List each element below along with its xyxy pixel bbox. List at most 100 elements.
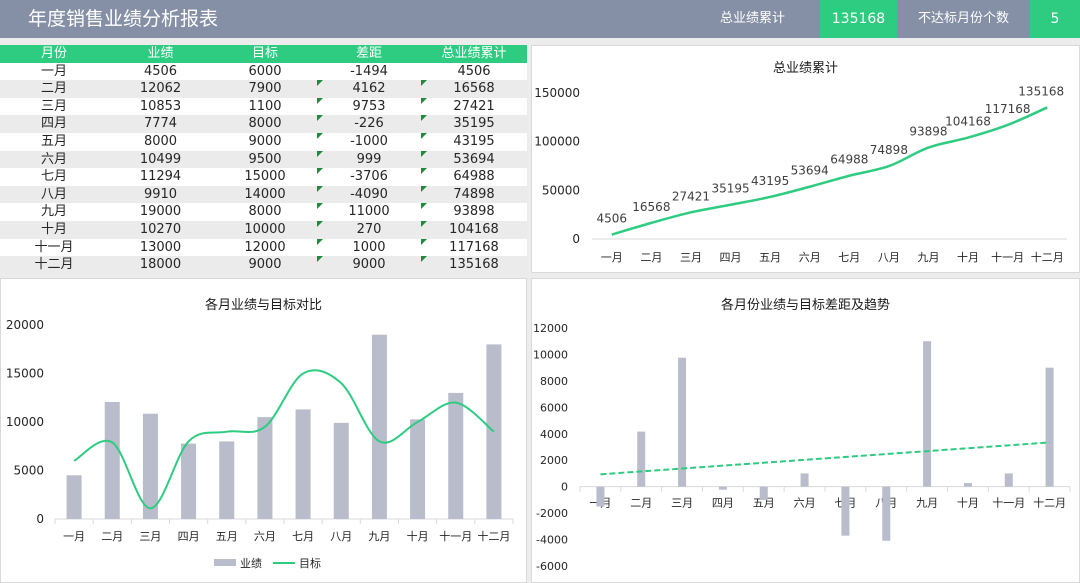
legend-label-target: 目标 — [299, 556, 321, 570]
cell-text: 1000 — [352, 239, 386, 255]
cell-target[interactable]: 10000 — [244, 221, 286, 237]
table-row: 五月 8000 9000 -1000 43195 — [0, 132, 527, 151]
cell-gap[interactable]: 4162 — [317, 80, 421, 98]
cell-cumulative[interactable]: 16568 — [421, 80, 527, 98]
cell-month[interactable]: 五月 — [40, 133, 67, 149]
cell-target[interactable]: 8000 — [248, 204, 282, 220]
cell-gap[interactable]: 999 — [317, 150, 421, 169]
bar-gap — [882, 486, 891, 541]
cell-cumulative[interactable]: 53694 — [421, 150, 527, 169]
y-tick-label: 6000 — [540, 401, 568, 414]
x-tick-label: 二月 — [101, 530, 123, 543]
cell-target[interactable]: 15000 — [244, 169, 286, 185]
column-header-target[interactable]: 目标 — [251, 46, 278, 61]
cell-flag-marker — [317, 203, 323, 210]
cell-flag-marker — [421, 97, 427, 104]
cell-month[interactable]: 三月 — [40, 98, 67, 114]
cell-sales[interactable]: 10270 — [139, 221, 182, 237]
gap-chart-panel: 各月份业绩与目标差距及趋势 -6000 -4000 -2000 0 2000 4000 60… — [531, 278, 1080, 583]
kpi-missed-value: 5 — [1030, 0, 1080, 38]
bar-gap — [637, 431, 646, 487]
cell-month[interactable]: 十一月 — [34, 239, 74, 255]
cell-sales[interactable]: 7774 — [143, 116, 178, 132]
column-header-sales[interactable]: 业绩 — [147, 46, 174, 61]
cell-cumulative[interactable]: 135168 — [421, 256, 527, 274]
cell-text: 93898 — [453, 204, 495, 220]
cell-sales[interactable]: 10499 — [139, 151, 182, 167]
cell-flag-marker — [317, 115, 323, 122]
cell-gap[interactable]: 270 — [317, 220, 421, 239]
cell-sales[interactable]: 12062 — [139, 81, 182, 97]
cell-sales[interactable]: 19000 — [139, 204, 182, 220]
x-tick-label: 十月 — [957, 496, 979, 510]
cell-month[interactable]: 十二月 — [34, 257, 74, 273]
cell-text: -226 — [354, 116, 384, 132]
bar-gap — [759, 486, 768, 500]
cell-gap[interactable]: -226 — [317, 115, 421, 133]
legend-label-sales: 业绩 — [240, 557, 262, 570]
cell-target[interactable]: 14000 — [244, 186, 286, 202]
cell-cumulative[interactable]: 27421 — [421, 97, 527, 116]
cell-gap[interactable]: 11000 — [317, 203, 421, 221]
cell-cumulative[interactable]: 64988 — [421, 168, 527, 186]
cell-sales[interactable]: 8000 — [143, 133, 178, 149]
y-tick-label: 5000 — [13, 464, 44, 478]
cell-cumulative[interactable]: 104168 — [421, 220, 527, 239]
cell-target[interactable]: 9500 — [248, 151, 282, 167]
cell-sales[interactable]: 18000 — [139, 257, 182, 273]
data-label: 74898 — [870, 143, 908, 157]
cell-month[interactable]: 六月 — [40, 151, 67, 167]
x-tick-label: 五月 — [753, 497, 775, 510]
cell-month[interactable]: 一月 — [40, 63, 67, 79]
cell-sales[interactable]: 11294 — [139, 169, 182, 185]
cell-month[interactable]: 八月 — [40, 186, 67, 202]
cell-target[interactable]: 9000 — [248, 133, 282, 149]
cell-cumulative[interactable]: 4506 — [457, 63, 491, 79]
cell-text: 9000 — [352, 257, 386, 273]
cell-flag-marker — [317, 150, 323, 157]
cell-gap[interactable]: -3706 — [317, 168, 421, 186]
column-header-cumulative[interactable]: 总业绩累计 — [441, 46, 507, 61]
cell-month[interactable]: 二月 — [40, 81, 67, 97]
cell-gap[interactable]: 9753 — [317, 97, 421, 116]
data-label: 64988 — [830, 153, 868, 167]
cumulative-line-chart: 0 50000 100000 150000 一月 二月 三月 四月 五月 六月 七月 八月 九月 十月 十一… — [534, 84, 1067, 264]
cell-cumulative[interactable]: 43195 — [421, 132, 527, 151]
cell-target[interactable]: 7900 — [248, 81, 282, 97]
cell-month[interactable]: 十月 — [40, 221, 67, 237]
column-header-month[interactable]: 月份 — [40, 46, 67, 61]
cell-gap[interactable]: -4090 — [317, 185, 421, 204]
cell-target[interactable]: 9000 — [248, 257, 282, 273]
cell-sales[interactable]: 9910 — [143, 186, 178, 202]
cell-flag-marker — [317, 185, 323, 192]
cell-gap[interactable]: 1000 — [317, 238, 421, 257]
cell-target[interactable]: 8000 — [248, 116, 282, 132]
cell-text: 27421 — [453, 98, 495, 114]
cell-target[interactable]: 1100 — [248, 98, 282, 114]
page-title: 年度销售业绩分析报表 — [28, 8, 219, 30]
y-tick-label: 0 — [561, 481, 568, 494]
cell-sales[interactable]: 10853 — [139, 98, 182, 114]
column-header-gap[interactable]: 差距 — [355, 46, 382, 61]
series-line-target — [73, 369, 495, 510]
cell-target[interactable]: 12000 — [244, 239, 286, 255]
cell-cumulative[interactable]: 93898 — [421, 203, 527, 221]
sales-table: 月份 业绩 目标 差距 总业绩累计 一月 4506 6000 -1494 4506 二月 1… — [0, 45, 527, 274]
cell-sales[interactable]: 13000 — [139, 239, 182, 255]
cell-gap[interactable]: 9000 — [317, 256, 421, 274]
table-row: 二月 12062 7900 4162 16568 — [0, 80, 527, 98]
cell-gap[interactable]: -1494 — [350, 63, 388, 79]
cell-cumulative[interactable]: 117168 — [421, 238, 527, 257]
table-row: 八月 9910 14000 -4090 74898 — [0, 185, 527, 204]
cell-cumulative[interactable]: 74898 — [421, 185, 527, 204]
cell-month[interactable]: 九月 — [40, 204, 67, 220]
cell-flag-marker — [421, 150, 427, 157]
cell-month[interactable]: 四月 — [40, 116, 67, 132]
cell-month[interactable]: 七月 — [40, 169, 67, 185]
x-tick-label: 八月 — [878, 251, 900, 264]
cell-target[interactable]: 6000 — [248, 63, 282, 79]
x-tick-label: 九月 — [368, 530, 390, 543]
cell-cumulative[interactable]: 35195 — [421, 115, 527, 133]
cell-gap[interactable]: -1000 — [317, 132, 421, 151]
cell-sales[interactable]: 4506 — [143, 63, 178, 79]
